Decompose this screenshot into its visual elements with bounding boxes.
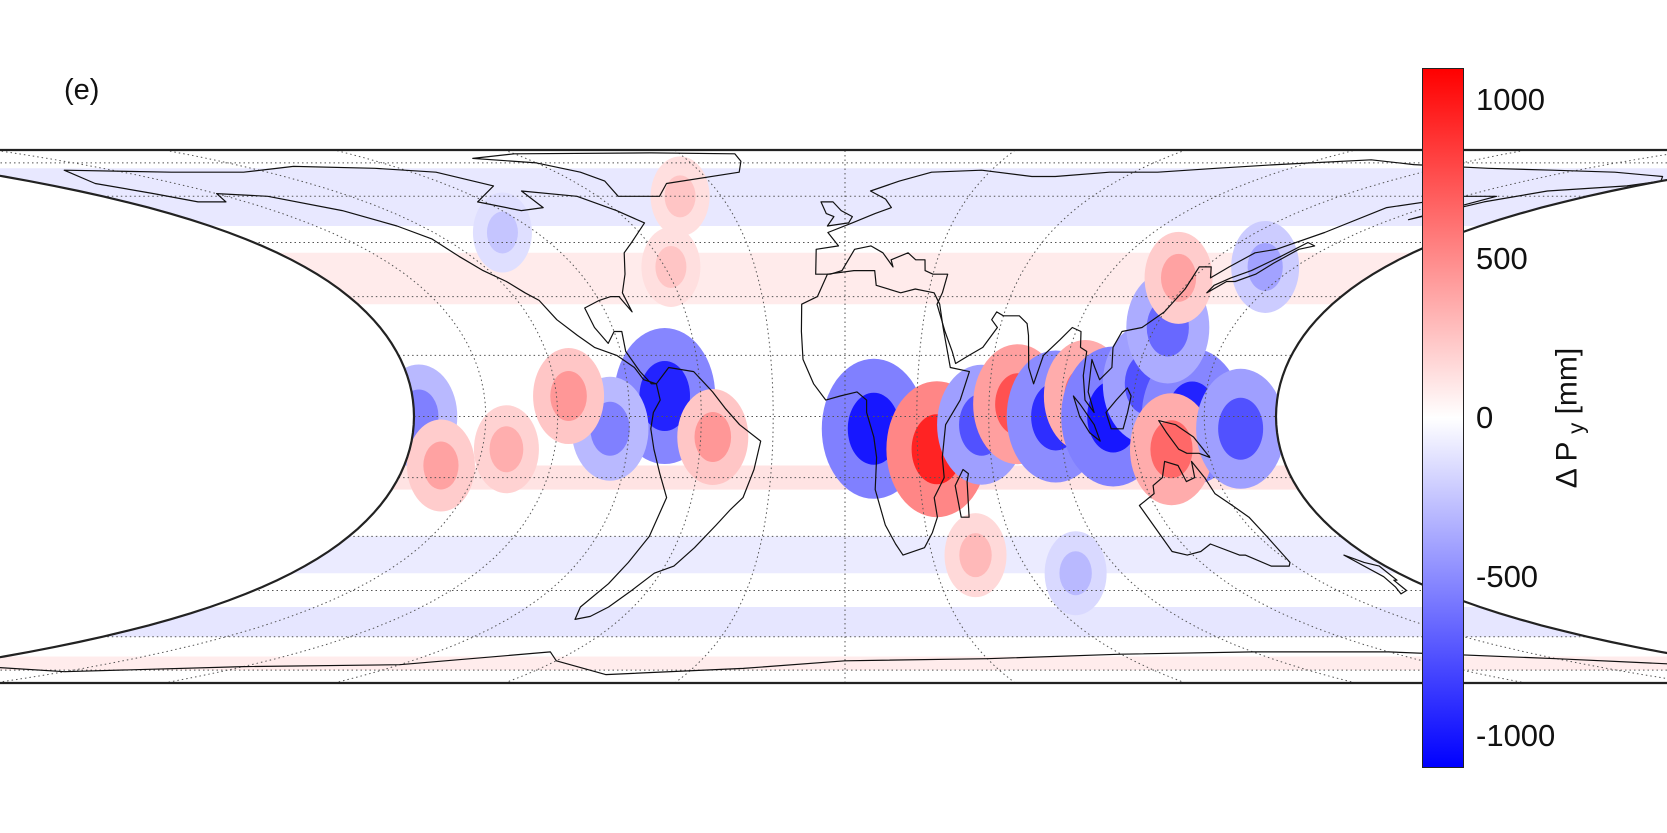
anomaly-core (694, 411, 732, 462)
anomaly-core (550, 371, 587, 422)
map-outline (0, 148, 1667, 685)
coastline-eurasia (815, 159, 1664, 413)
anomaly-core (1150, 420, 1193, 479)
coastline-new-guinea (1158, 420, 1211, 458)
zonal-anomaly-band (291, 536, 1399, 574)
anomaly-core (1160, 253, 1197, 302)
colorbar (1422, 68, 1464, 768)
anomaly-core (1247, 242, 1283, 291)
coastline-africa (800, 270, 970, 556)
colorbar-tick-label: -500 (1476, 559, 1539, 595)
coastline-uk (820, 201, 853, 227)
meridian-line (1059, 150, 1356, 683)
colorbar-tick-label: 500 (1476, 240, 1528, 276)
anomaly-core (655, 245, 687, 288)
anomaly-core (423, 441, 459, 490)
zonal-anomaly-band (0, 656, 1667, 671)
colorbar-tick-label: 0 (1476, 400, 1494, 435)
anomaly-core (959, 533, 992, 578)
anomaly-core (486, 211, 518, 254)
coastlines (0, 152, 1667, 676)
colorbar-tick-label: -1000 (1476, 718, 1556, 754)
coastline-sumatra (1072, 395, 1101, 442)
coastline-north-america (63, 165, 657, 385)
meridian-line (988, 150, 1186, 683)
anomaly-core (489, 426, 524, 473)
coastline-antarctica (0, 651, 1667, 676)
zonal-anomaly-band (277, 252, 1413, 305)
coastline-madagascar (954, 468, 970, 518)
anomaly-core (1218, 397, 1264, 460)
coastline-japan (1206, 241, 1316, 294)
zonal-anomaly-band (102, 607, 1588, 637)
coastline-new-zealand (1343, 554, 1408, 595)
meridian-line (0, 150, 487, 683)
panel-label: (e) (64, 74, 100, 106)
graticule (0, 150, 1667, 683)
precipitation-anomaly-field (0, 156, 1667, 671)
coastline-borneo (1105, 387, 1132, 430)
coastline-greenland (472, 152, 742, 197)
anomaly-core (1059, 551, 1092, 596)
coastline-australia (1138, 460, 1291, 567)
colorbar-tick-label: 1000 (1476, 81, 1545, 117)
anomaly-core (639, 361, 691, 432)
colorbar-title: Δ P y [mm] (1550, 347, 1589, 489)
meridian-line (334, 150, 631, 683)
coastline-south-america (574, 366, 762, 620)
meridian-line (504, 150, 702, 683)
zonal-anomaly-band (0, 168, 1667, 226)
